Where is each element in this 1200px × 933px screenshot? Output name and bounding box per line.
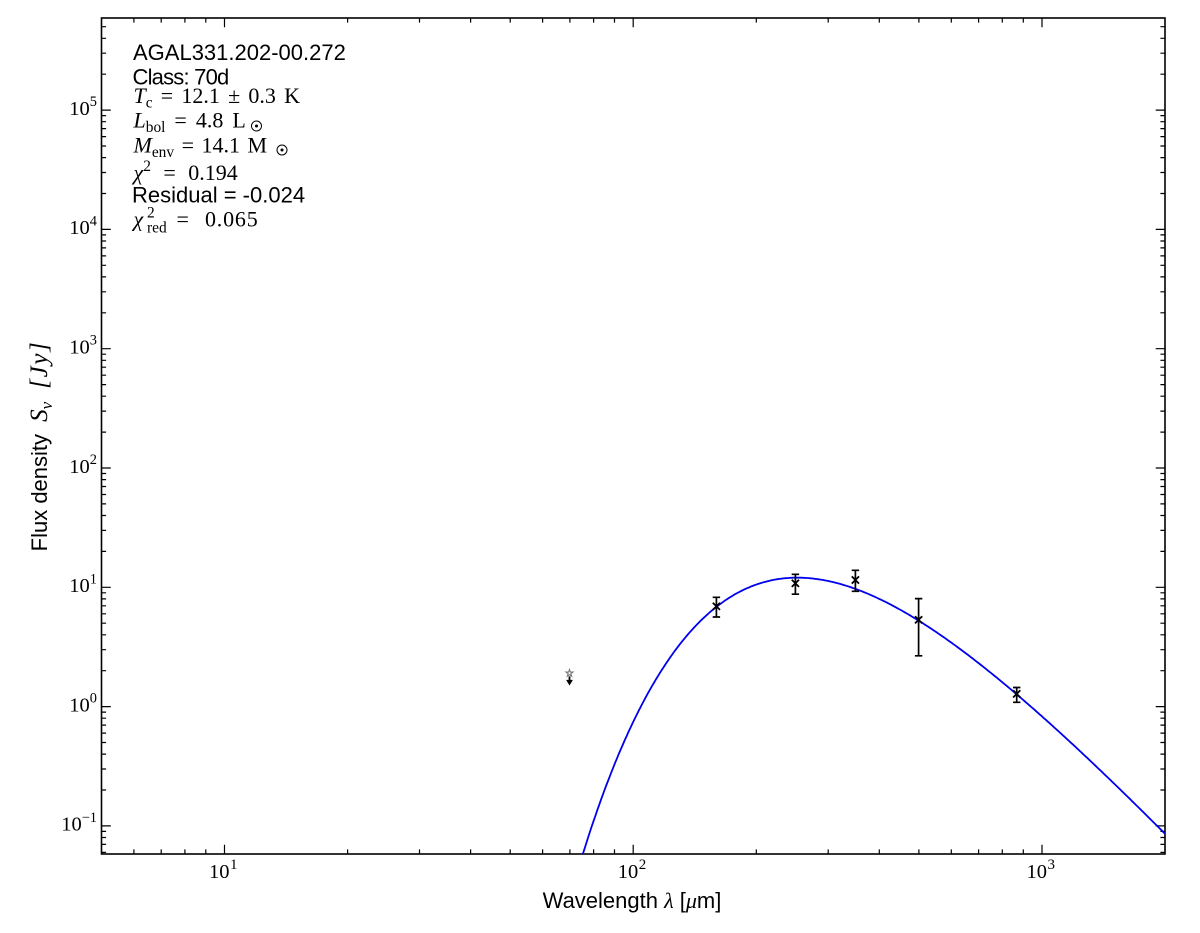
- svg-text:Lbol = 4.8 L: Lbol = 4.8 L: [133, 108, 246, 137]
- svg-text:105: 105: [69, 94, 97, 120]
- svg-text:Wavelength λ [μm]: Wavelength λ [μm]: [543, 888, 722, 913]
- svg-text:101: 101: [209, 857, 238, 883]
- svg-text:AGAL331.202-00.272: AGAL331.202-00.272: [133, 40, 346, 65]
- svg-text:Class: 70d: Class: 70d: [133, 65, 229, 90]
- svg-text:χ2 = 0.194: χ2 = 0.194: [132, 158, 238, 185]
- svg-text:Residual = -0.024: Residual = -0.024: [132, 183, 305, 208]
- svg-text:Menv = 14.1 M: Menv = 14.1 M: [133, 133, 268, 162]
- svg-text:Flux density Sν [Jy]: Flux density Sν [Jy]: [26, 341, 56, 552]
- svg-text:Tc = 12.1 ± 0.3 K: Tc = 12.1 ± 0.3 K: [134, 83, 301, 112]
